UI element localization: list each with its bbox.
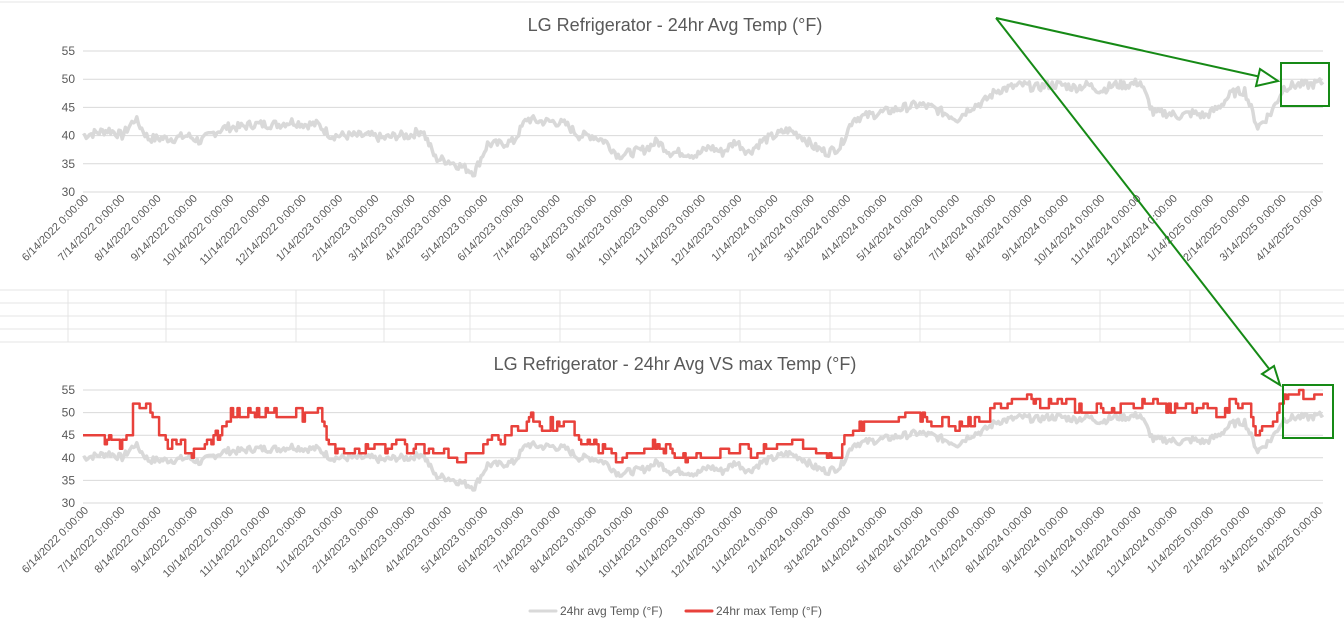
- x-tick-label: 3/14/2025 0:00:00: [1218, 193, 1289, 264]
- y-tick-label: 55: [62, 44, 76, 58]
- x-tick-label: 8/14/2023 0:00:00: [528, 193, 599, 264]
- x-tick-label: 2/14/2023 0:00:00: [310, 505, 381, 576]
- x-tick-label: 11/14/2022 0:00:00: [198, 193, 273, 268]
- x-tick-label: 5/14/2023 0:00:00: [419, 193, 490, 264]
- y-tick-label: 50: [62, 72, 76, 86]
- y-tick-label: 40: [62, 451, 76, 465]
- x-tick-label: 8/14/2024 0:00:00: [964, 505, 1035, 576]
- y-tick-label: 35: [62, 157, 76, 171]
- x-tick-label: 7/14/2024 0:00:00: [927, 505, 998, 576]
- x-tick-label: 3/14/2023 0:00:00: [347, 193, 418, 264]
- annotation-arrowhead-bottom: [1260, 364, 1282, 388]
- legend-label-max: 24hr max Temp (°F): [716, 604, 822, 618]
- x-tick-label: 1/14/2025 0:00:00: [1145, 193, 1216, 264]
- x-tick-label: 8/14/2024 0:00:00: [964, 193, 1035, 264]
- chart2-title: LG Refrigerator - 24hr Avg VS max Temp (…: [494, 354, 857, 374]
- x-tick-label: 5/14/2024 0:00:00: [855, 505, 926, 576]
- x-tick-label: 9/14/2022 0:00:00: [129, 505, 200, 576]
- x-tick-label: 2/14/2023 0:00:00: [310, 193, 381, 264]
- x-tick-label: 9/14/2024 0:00:00: [1000, 193, 1071, 264]
- x-tick-label: 6/14/2024 0:00:00: [891, 505, 962, 576]
- x-tick-label: 2/14/2024 0:00:00: [746, 505, 817, 576]
- x-tick-label: 3/14/2024 0:00:00: [782, 505, 853, 576]
- chart2-legend: 24hr avg Temp (°F) 24hr max Temp (°F): [528, 604, 822, 618]
- x-tick-label: 4/14/2024 0:00:00: [818, 505, 889, 576]
- x-tick-label: 3/14/2024 0:00:00: [782, 193, 853, 264]
- annotation-arrow-top: [995, 17, 1262, 78]
- annotation-arrow-bottom: [995, 17, 1271, 371]
- legend-label-avg: 24hr avg Temp (°F): [560, 604, 663, 618]
- x-tick-label: 7/14/2023 0:00:00: [492, 193, 563, 264]
- y-tick-label: 35: [62, 473, 76, 487]
- x-tick-label: 9/14/2022 0:00:00: [129, 193, 200, 264]
- x-tick-label: 8/14/2023 0:00:00: [528, 505, 599, 576]
- x-tick-label: 4/14/2024 0:00:00: [818, 193, 889, 264]
- highlight-box-top: [1280, 62, 1330, 107]
- x-tick-label: 3/14/2023 0:00:00: [347, 505, 418, 576]
- x-tick-label: 6/14/2023 0:00:00: [455, 193, 526, 264]
- x-tick-label: 1/14/2023 0:00:00: [274, 193, 345, 264]
- x-tick-label: 9/14/2023 0:00:00: [564, 505, 635, 576]
- x-tick-label: 7/14/2022 0:00:00: [56, 193, 127, 264]
- x-tick-label: 1/14/2024 0:00:00: [710, 505, 781, 576]
- x-tick-label: 11/14/2022 0:00:00: [198, 505, 273, 580]
- annotation-overlay: [995, 17, 1334, 439]
- y-tick-label: 50: [62, 406, 76, 420]
- y-tick-label: 45: [62, 428, 76, 442]
- x-tick-label: 1/14/2025 0:00:00: [1145, 505, 1216, 576]
- x-tick-label: 6/14/2024 0:00:00: [891, 193, 962, 264]
- highlight-box-bottom: [1282, 384, 1334, 439]
- y-tick-label: 40: [62, 129, 76, 143]
- avg-vs-max-temp-chart: LG Refrigerator - 24hr Avg VS max Temp (…: [20, 354, 1325, 618]
- x-tick-label: 8/14/2022 0:00:00: [93, 193, 164, 264]
- x-tick-label: 1/14/2023 0:00:00: [274, 505, 345, 576]
- x-tick-label: 7/14/2024 0:00:00: [927, 193, 998, 264]
- y-tick-label: 30: [62, 496, 76, 510]
- series-line-avg: [82, 77, 1325, 178]
- x-tick-label: 6/14/2023 0:00:00: [455, 505, 526, 576]
- x-tick-label: 8/14/2022 0:00:00: [93, 505, 164, 576]
- x-tick-label: 2/14/2025 0:00:00: [1181, 193, 1252, 264]
- x-tick-label: 2/14/2024 0:00:00: [746, 193, 817, 264]
- x-tick-label: 11/14/2024 0:00:00: [1069, 505, 1144, 580]
- y-tick-label: 30: [62, 185, 76, 199]
- x-tick-label: 9/14/2023 0:00:00: [564, 193, 635, 264]
- x-tick-label: 3/14/2025 0:00:00: [1218, 505, 1289, 576]
- avg-temp-chart: LG Refrigerator - 24hr Avg Temp (°F) 30 3…: [20, 15, 1325, 268]
- x-tick-label: 7/14/2023 0:00:00: [492, 505, 563, 576]
- series-line-avg: [82, 410, 1325, 492]
- x-tick-label: 4/14/2023 0:00:00: [383, 193, 454, 264]
- x-tick-label: 5/14/2023 0:00:00: [419, 505, 490, 576]
- x-tick-label: 2/14/2025 0:00:00: [1181, 505, 1252, 576]
- x-tick-label: 7/14/2022 0:00:00: [56, 505, 127, 576]
- x-tick-label: 9/14/2024 0:00:00: [1000, 505, 1071, 576]
- chart1-title: LG Refrigerator - 24hr Avg Temp (°F): [528, 15, 823, 35]
- x-tick-label: 11/14/2024 0:00:00: [1069, 193, 1144, 268]
- x-tick-label: 5/14/2024 0:00:00: [855, 193, 926, 264]
- y-tick-label: 55: [62, 383, 76, 397]
- x-tick-label: 4/14/2023 0:00:00: [383, 505, 454, 576]
- annotation-arrowhead-top: [1254, 67, 1281, 88]
- x-tick-label: 11/14/2023 0:00:00: [633, 193, 708, 268]
- y-tick-label: 45: [62, 100, 76, 114]
- x-tick-label: 6/14/2022 0:00:00: [20, 193, 91, 264]
- x-tick-label: 4/14/2025 0:00:00: [1254, 193, 1325, 264]
- series-line-max: [83, 388, 1323, 464]
- x-tick-label: 11/14/2023 0:00:00: [633, 505, 708, 580]
- x-tick-label: 4/14/2025 0:00:00: [1254, 505, 1325, 576]
- x-tick-label: 6/14/2022 0:00:00: [20, 505, 91, 576]
- x-tick-label: 1/14/2024 0:00:00: [710, 193, 781, 264]
